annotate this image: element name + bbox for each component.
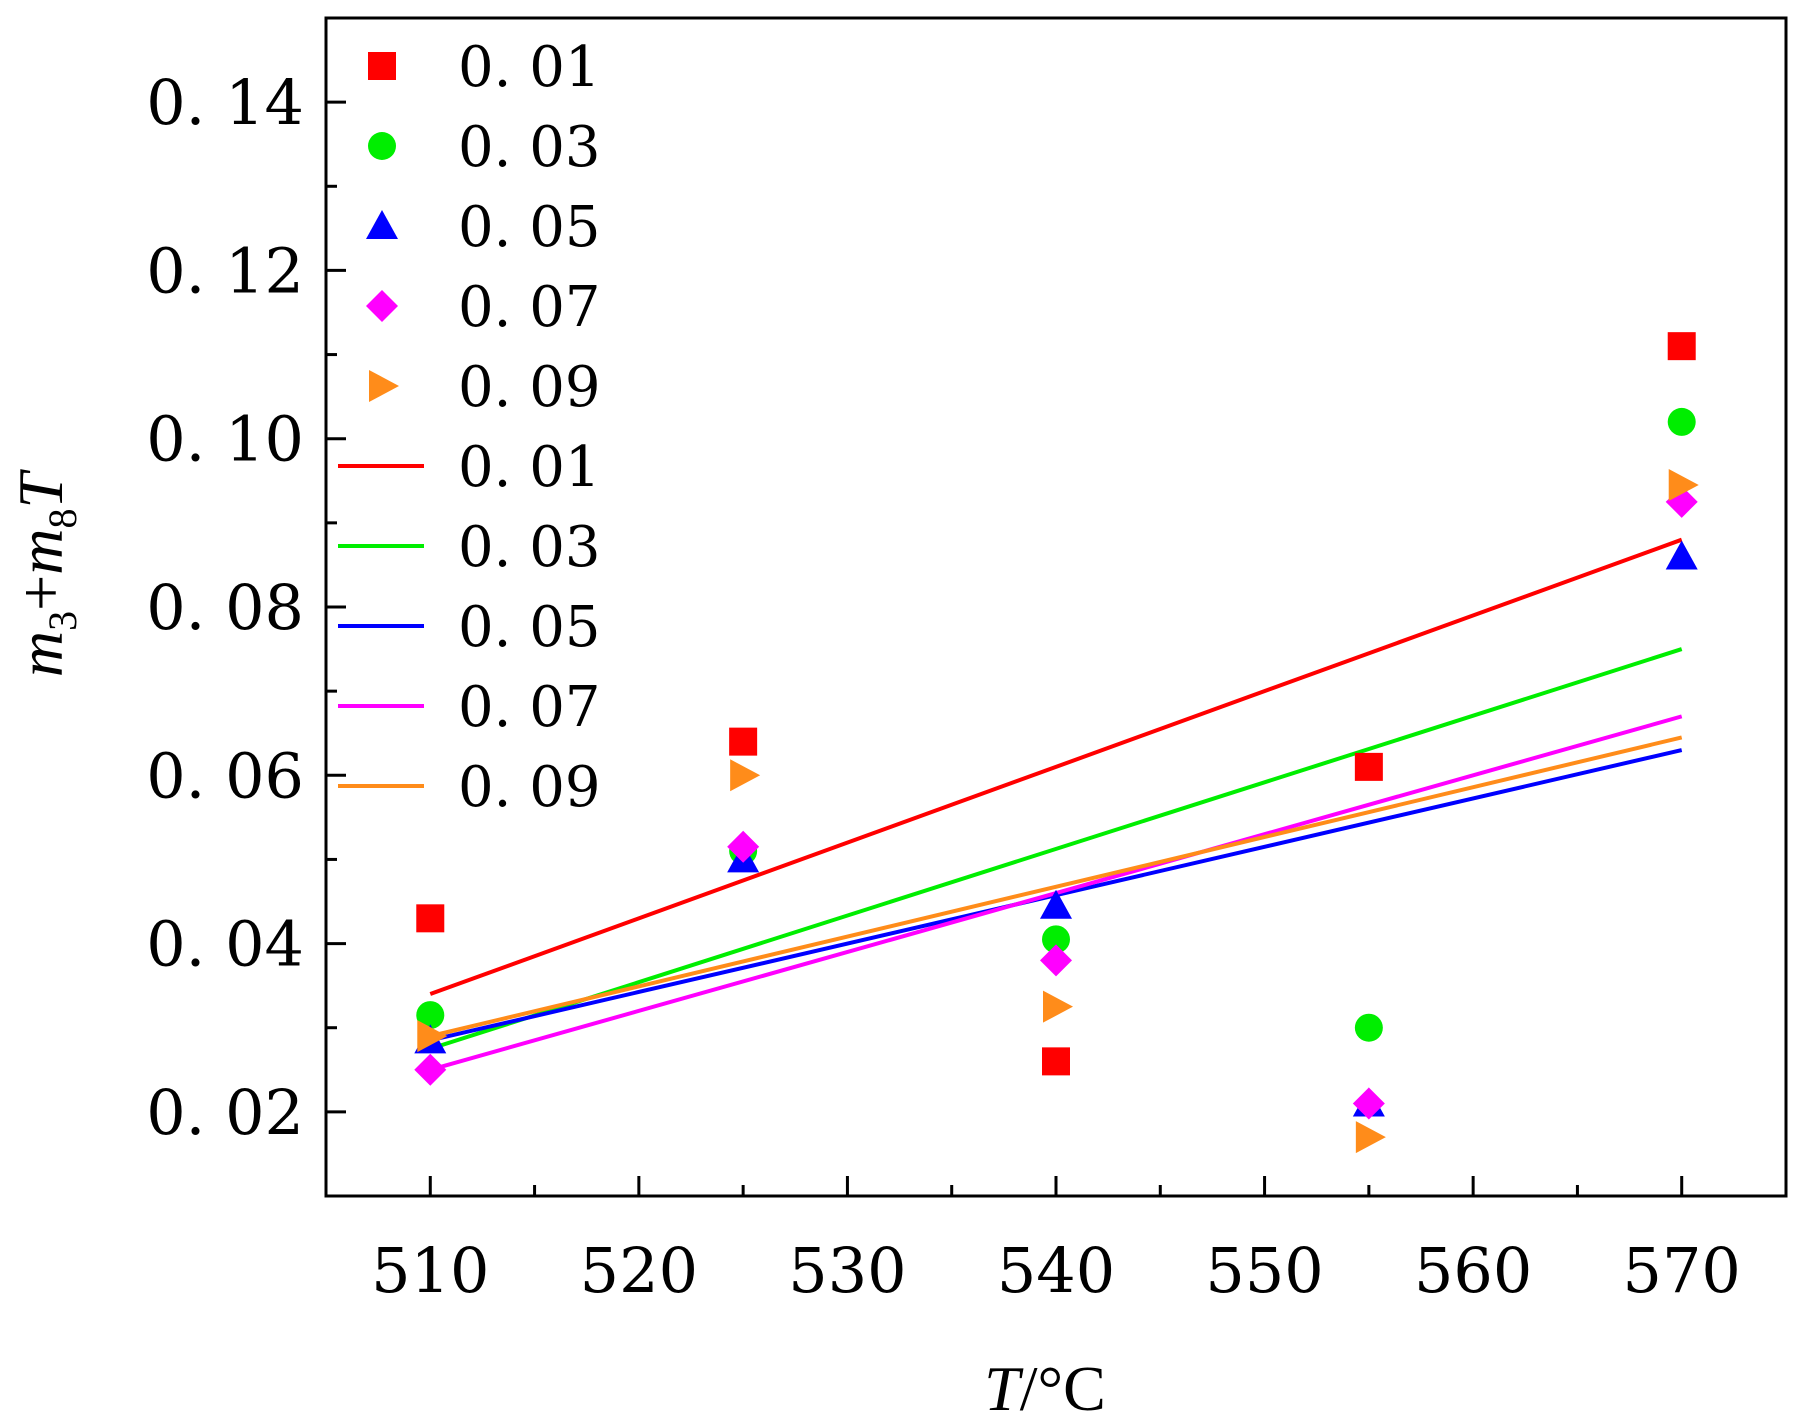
data-point-s1-3 [1042,1047,1070,1076]
data-point-s4-4 [1352,1087,1385,1120]
x-axis-title: T/°C [984,1353,1106,1422]
y-title-m2: m [5,529,76,575]
data-point-s2-4 [1354,1013,1383,1042]
y-tick-label: 0. 12 [146,234,304,307]
y-title-m1: m [5,631,76,677]
x-title-var: T [984,1353,1024,1422]
y-axis-title: m3+m8T [5,469,85,678]
legend-marker-4 [366,290,398,322]
y-title-sub8: 8 [40,509,85,529]
plot-area [414,332,1699,1154]
legend-marker-1 [368,52,396,80]
x-tick-label: 530 [788,1234,906,1307]
data-point-s4-1 [414,1053,447,1086]
data-point-s1-2 [729,727,758,756]
legend: 0. 01 0. 03 0. 05 0. 07 0. 09 0. 01 0. 03 0. 05… [338,35,601,820]
data-point-s1-5 [1667,332,1696,361]
y-tick-label: 0. 04 [146,908,304,981]
y-title-plus: + [5,575,76,611]
legend-label-scatter-3: 0. 05 [458,195,601,260]
x-tick-label: 570 [1623,1234,1741,1307]
legend-marker-5 [369,370,399,402]
data-point-s3-5 [1665,540,1698,570]
y-tick-label: 0. 02 [146,1076,304,1149]
x-tick-label: 540 [997,1234,1115,1307]
data-point-s4-3 [1040,944,1072,977]
legend-label-scatter-4: 0. 07 [458,275,601,340]
fit-line-5 [429,735,1683,1039]
y-title-sub3: 3 [40,611,85,631]
y-tick-label: 0. 08 [146,571,304,644]
legend-marker-2 [368,132,396,160]
x-tick-label: 560 [1414,1234,1532,1307]
legend-label-line-1: 0. 01 [458,435,601,500]
legend-label-scatter-1: 0. 01 [458,35,601,100]
y-tick-label: 0. 14 [146,66,304,139]
legend-label-line-5: 0. 09 [458,755,601,820]
axes: 510 520 530 540 550 560 570 0. 02 0. 04 0. 06 0. 0… [146,16,1788,1307]
y-tick-label: 0. 06 [146,739,304,812]
y-tick-label: 0. 10 [146,403,304,476]
data-point-s1-4 [1354,752,1383,781]
data-point-s2-5 [1667,407,1696,436]
x-tick-label: 520 [580,1234,698,1307]
legend-label-line-2: 0. 03 [458,515,601,580]
fit-line-2 [429,647,1683,1051]
data-point-s3-3 [1040,889,1072,919]
x-title-unit: /°C [1020,1353,1106,1422]
data-point-s5-1 [417,1020,448,1053]
legend-label-scatter-2: 0. 03 [458,115,601,180]
legend-label-line-4: 0. 07 [458,675,601,740]
data-point-s5-2 [730,759,761,792]
y-title-T: T [5,469,76,509]
legend-label-scatter-5: 0. 09 [458,355,601,420]
data-point-s5-4 [1355,1121,1386,1154]
legend-marker-3 [366,210,398,239]
fit-line-1 [429,537,1683,996]
data-point-s5-5 [1668,468,1699,501]
data-point-s2-3 [1042,925,1070,954]
x-tick-label: 510 [371,1234,489,1307]
data-point-s2-1 [416,1001,445,1030]
legend-label-line-3: 0. 05 [458,595,601,660]
x-tick-label: 550 [1205,1234,1323,1307]
data-point-s4-2 [727,830,760,863]
data-point-s5-3 [1043,990,1073,1023]
data-point-s1-1 [416,904,445,933]
